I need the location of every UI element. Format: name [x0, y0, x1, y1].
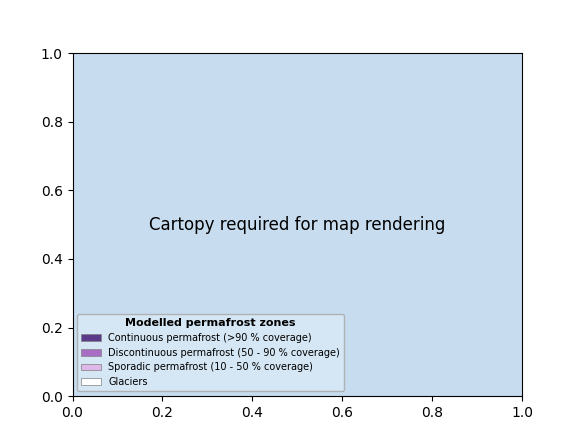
Legend: Continuous permafrost (>90 % coverage), Discontinuous permafrost (50 - 90 % cove: Continuous permafrost (>90 % coverage), …: [77, 314, 344, 391]
Text: Cartopy required for map rendering: Cartopy required for map rendering: [149, 216, 445, 234]
